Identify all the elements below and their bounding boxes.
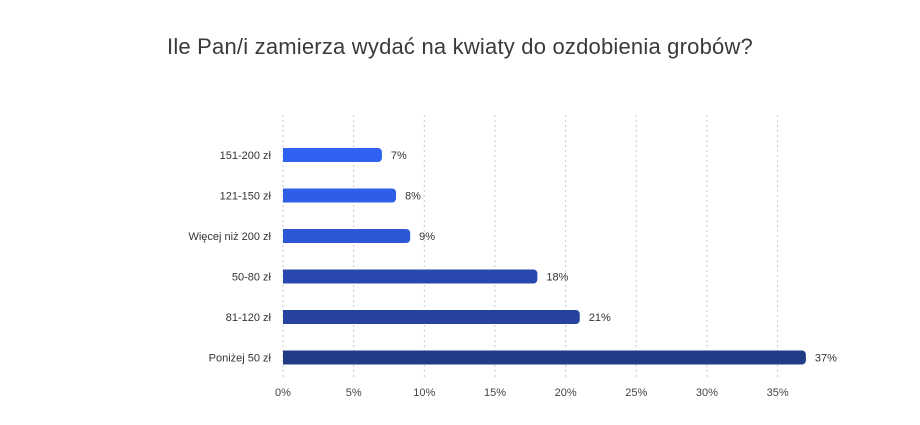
bar[interactable] <box>283 188 397 203</box>
bar[interactable] <box>283 350 806 365</box>
bar-left-cap <box>283 350 289 365</box>
bar[interactable] <box>283 310 580 324</box>
bar-left-cap <box>283 229 289 243</box>
x-tick-label: 35% <box>767 387 789 399</box>
category-label: 151-200 zł <box>220 150 272 162</box>
category-label: Poniżej 50 zł <box>209 353 272 365</box>
bar-left-cap <box>283 148 289 162</box>
bar[interactable] <box>283 148 382 162</box>
category-label: 121-150 zł <box>220 191 272 203</box>
bar-left-cap <box>283 310 289 324</box>
x-tick-label: 15% <box>484 387 506 399</box>
bar-left-cap <box>283 269 289 284</box>
x-tick-label: 20% <box>555 387 577 399</box>
chart-title: Ile Pan/i zamierza wydać na kwiaty do oz… <box>167 34 753 59</box>
value-label: 8% <box>405 191 421 203</box>
value-label: 18% <box>546 272 568 284</box>
category-label: Więcej niż 200 zł <box>188 231 271 243</box>
value-label: 9% <box>419 231 435 243</box>
value-label: 37% <box>815 353 837 365</box>
x-tick-label: 25% <box>625 387 647 399</box>
category-label: 81-120 zł <box>226 312 272 324</box>
value-label: 7% <box>391 150 407 162</box>
bar-left-cap <box>283 188 289 203</box>
x-tick-label: 5% <box>346 387 362 399</box>
x-tick-label: 30% <box>696 387 718 399</box>
category-label: 50-80 zł <box>232 272 272 284</box>
x-tick-label: 10% <box>413 387 435 399</box>
bar[interactable] <box>283 269 538 284</box>
bar[interactable] <box>283 229 411 243</box>
value-label: 21% <box>589 312 611 324</box>
x-tick-label: 0% <box>275 387 291 399</box>
